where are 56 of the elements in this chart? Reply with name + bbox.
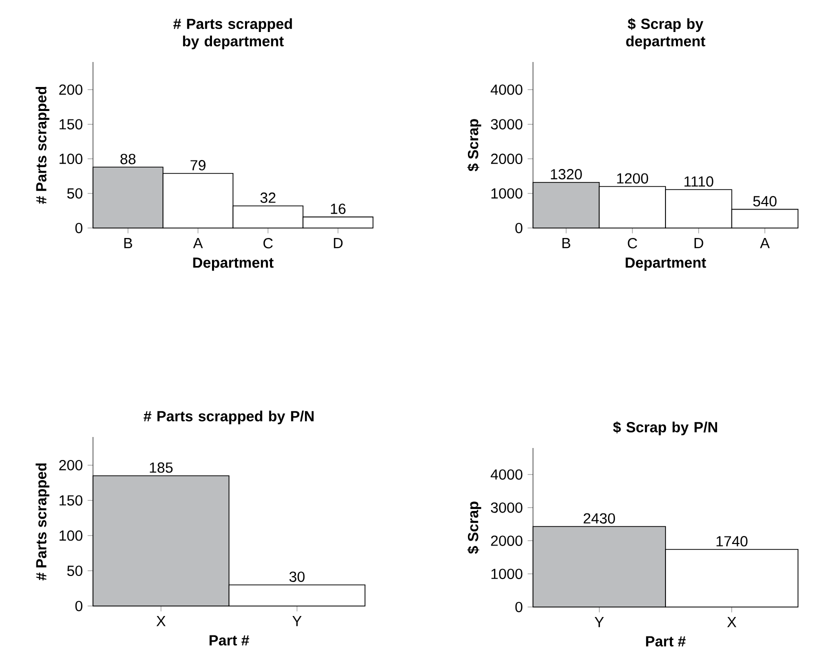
y-tick-label: 0 <box>75 222 82 234</box>
y-axis-title: $ Scrap <box>467 502 482 554</box>
y-tick-label: 4000 <box>490 84 522 95</box>
y-axis-title: # Parts scrapped <box>36 463 50 580</box>
data-label: 2430 <box>584 513 615 524</box>
x-axis-title: Part # <box>210 635 250 646</box>
data-label: 16 <box>330 204 346 214</box>
data-label: 1110 <box>684 176 714 187</box>
y-tick-label: 2000 <box>491 536 522 546</box>
x-axis-title: Part # <box>646 636 686 647</box>
data-label: 1320 <box>550 169 582 180</box>
data-label: 79 <box>190 160 206 170</box>
x-axis-title: Department <box>626 258 706 271</box>
y-axis-title: # Parts scrapped <box>36 86 50 204</box>
x-tick-label: B <box>562 238 570 248</box>
data-label: 1200 <box>617 173 648 184</box>
y-tick-label: 1000 <box>491 568 522 580</box>
y-tick-label: 50 <box>67 188 82 199</box>
x-tick-label: A <box>760 238 770 248</box>
y-tick-label: 3000 <box>490 119 522 130</box>
y-tick-label: 150 <box>60 495 82 506</box>
y-tick-label: 50 <box>67 566 82 576</box>
chart-title: $ Scrap by department <box>626 18 706 50</box>
y-tick-label: 0 <box>515 602 522 612</box>
y-tick-label: 0 <box>75 600 82 612</box>
x-tick-label: D <box>694 238 704 248</box>
x-tick-label: Y <box>594 617 604 628</box>
chart-title: $ Scrap by P/N <box>613 421 718 436</box>
data-label: 32 <box>260 192 276 203</box>
x-tick-label: X <box>727 617 736 628</box>
x-tick-label: C <box>263 238 273 248</box>
y-tick-label: 1000 <box>491 188 522 199</box>
x-tick-label: B <box>124 238 132 248</box>
data-label: 30 <box>289 572 305 582</box>
y-axis-title: $ Scrap <box>467 119 482 172</box>
y-tick-label: 3000 <box>490 502 522 513</box>
chart-title: # Parts scrapped by department <box>173 18 292 50</box>
y-tick-label: 2000 <box>491 154 522 164</box>
y-tick-label: 100 <box>60 530 82 541</box>
y-tick-label: 100 <box>60 154 82 164</box>
data-label: 88 <box>120 154 136 164</box>
x-tick-label: C <box>628 238 638 248</box>
y-tick-label: 200 <box>59 460 82 470</box>
y-tick-label: 0 <box>515 222 522 234</box>
x-axis-title: Department <box>193 258 274 271</box>
y-tick-label: 4000 <box>490 469 522 480</box>
data-label: 540 <box>753 196 777 206</box>
x-tick-label: A <box>193 238 203 248</box>
x-tick-label: X <box>156 616 166 626</box>
y-tick-label: 200 <box>59 84 82 95</box>
chart-title: # Parts scrapped by P/N <box>144 410 314 424</box>
data-label: 185 <box>150 462 173 473</box>
y-tick-label: 150 <box>60 119 82 130</box>
data-label: 1740 <box>716 536 748 546</box>
x-tick-label: D <box>334 238 343 248</box>
x-tick-label: Y <box>292 616 302 626</box>
